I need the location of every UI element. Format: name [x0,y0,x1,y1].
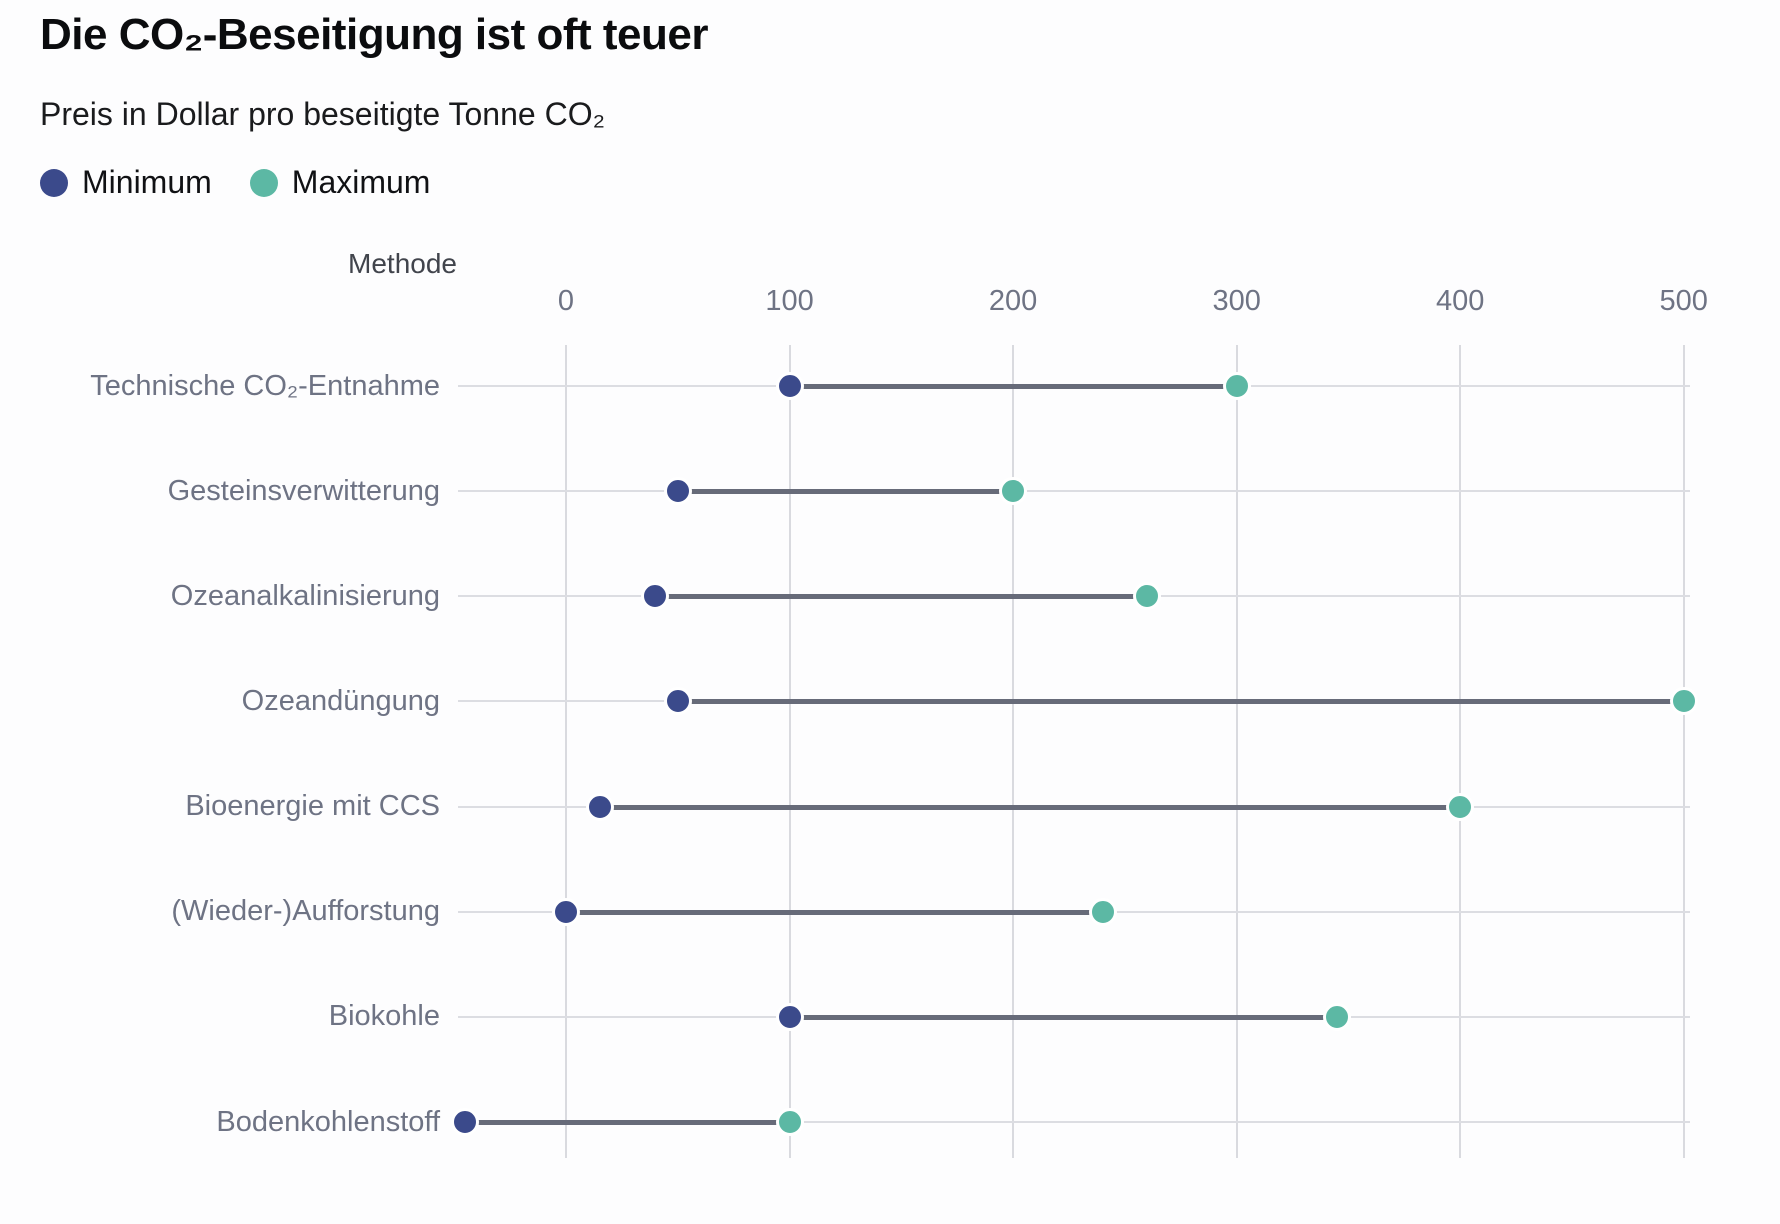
maximum-dot [775,1108,804,1137]
maximum-dot [1323,1002,1352,1031]
gridline-x-400 [1459,345,1462,1158]
category-label: Ozeanalkalinisierung [170,579,440,612]
legend-item-minimum: Minimum [40,164,212,201]
minimum-dot [663,477,692,506]
x-tick-500: 500 [1659,285,1708,317]
minimum-dot [663,687,692,716]
maximum-dot-icon [249,168,278,197]
row-gridline [458,1121,1690,1124]
category-label: (Wieder-)Aufforstung [171,895,440,928]
range-connector [789,1014,1338,1020]
x-tick-0: 0 [557,285,575,317]
x-tick-300: 300 [1212,285,1261,317]
minimum-dot [451,1108,480,1137]
gridline-x-100 [788,345,791,1158]
range-connector [465,1120,790,1126]
legend-label-maximum: Maximum [291,164,431,200]
x-tick-400: 400 [1435,285,1485,317]
maximum-dot [1133,582,1162,611]
y-axis-column-header: Methode [348,248,457,279]
category-label: Bioenergie mit CCS [185,790,440,823]
range-connector [599,804,1461,810]
category-label: Gesteinsverwitterung [167,474,440,507]
maximum-dot [1669,687,1698,716]
gridline-x-0 [565,345,567,1158]
chart-title: Die CO₂-Beseitigung ist oft teuer [40,10,709,59]
chart-subtitle: Preis in Dollar pro beseitigte Tonne CO₂ [40,96,605,132]
category-label: Biokohle [328,1000,440,1033]
maximum-dot [999,477,1028,506]
range-connector [789,384,1237,389]
category-label: Ozeandüngung [241,684,440,717]
row-gridline [458,490,1690,493]
minimum-dot-icon [40,168,68,197]
minimum-dot [552,897,580,926]
maximum-dot [1222,372,1251,400]
legend-label-minimum: Minimum [82,164,212,200]
range-connector [566,909,1103,915]
x-tick-100: 100 [765,285,814,317]
maximum-dot [1446,792,1475,821]
x-tick-200: 200 [988,285,1038,317]
legend-item-maximum: Maximum [249,164,431,201]
maximum-dot [1088,897,1117,926]
category-label: Technische CO₂-Entnahme [90,369,440,402]
range-connector [655,594,1148,600]
gridline-x-200 [1012,345,1015,1158]
range-connector [677,699,1684,705]
category-label: Bodenkohlenstoff [216,1105,440,1138]
legend: Minimum Maximum [40,164,430,201]
minimum-dot [775,372,804,400]
gridline-x-300 [1235,345,1238,1158]
gridline-x-500 [1682,345,1685,1158]
range-connector [677,489,1014,495]
minimum-dot [585,792,614,821]
minimum-dot [641,582,670,611]
minimum-dot [775,1002,804,1031]
